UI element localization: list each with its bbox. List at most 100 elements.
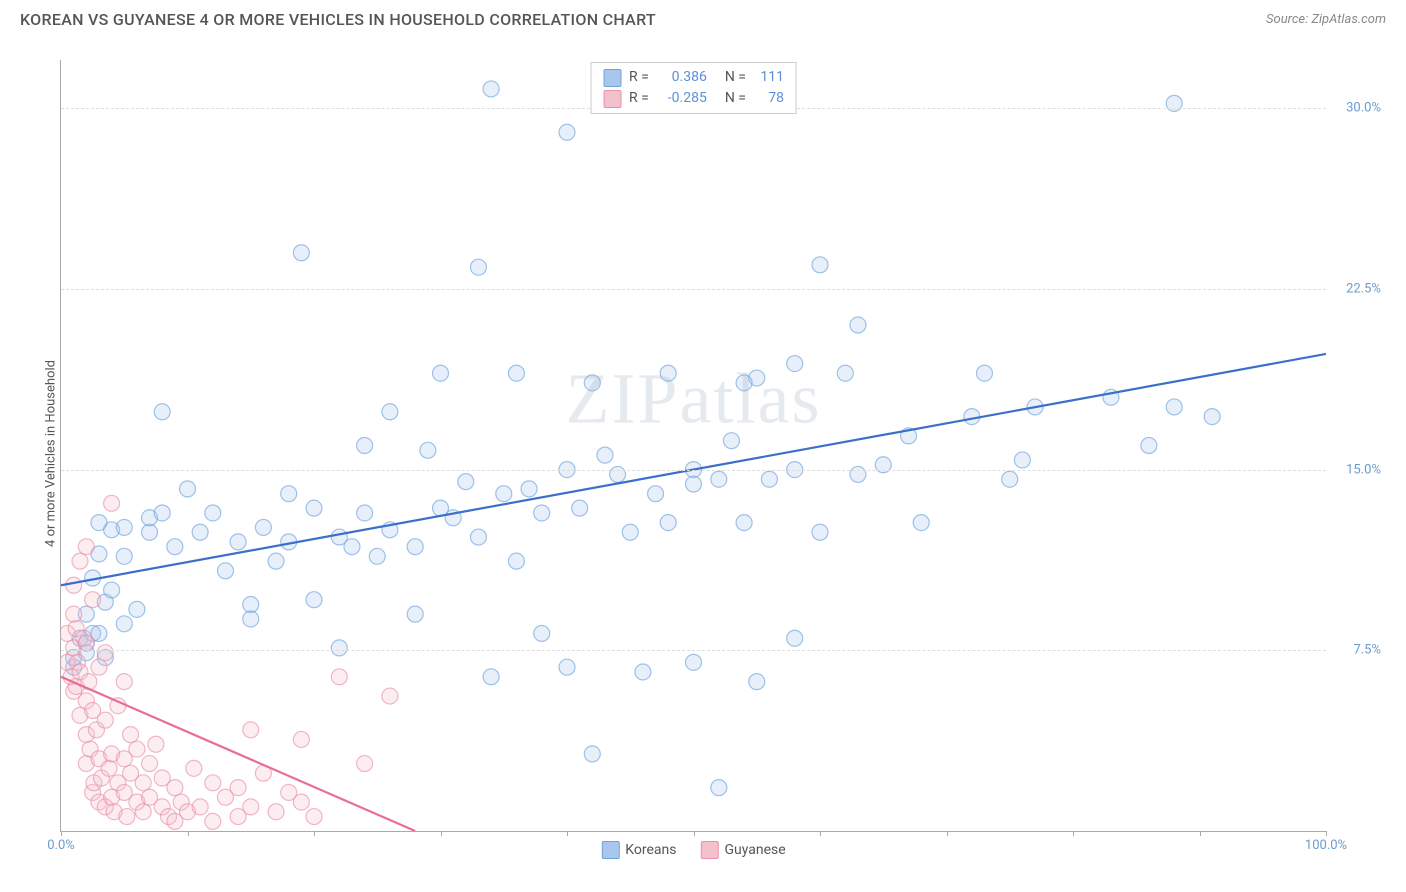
scatter-point (433, 500, 449, 516)
scatter-point (1002, 471, 1018, 487)
scatter-point (470, 259, 486, 275)
scatter-point (91, 546, 107, 562)
scatter-point (255, 765, 271, 781)
scatter-point (723, 433, 739, 449)
scatter-layer (61, 60, 1326, 831)
x-tick-mark (1200, 831, 1201, 836)
scatter-point (850, 317, 866, 333)
scatter-point (142, 756, 158, 772)
scatter-point (736, 375, 752, 391)
stat-n-label: N = (725, 88, 746, 109)
scatter-point (68, 621, 84, 637)
trend-line (61, 677, 415, 831)
scatter-point (964, 409, 980, 425)
scatter-point (91, 751, 107, 767)
x-tick-label: 0.0% (47, 838, 75, 853)
scatter-point (243, 799, 259, 815)
x-tick-mark (1073, 831, 1074, 836)
scatter-point (97, 650, 113, 666)
scatter-point (85, 784, 101, 800)
scatter-point (81, 674, 97, 690)
scatter-point (976, 365, 992, 381)
scatter-point (180, 481, 196, 497)
x-tick-mark (567, 831, 568, 836)
scatter-point (255, 519, 271, 535)
scatter-point (123, 765, 139, 781)
scatter-point (787, 356, 803, 372)
scatter-point (1204, 409, 1220, 425)
scatter-point (78, 756, 94, 772)
scatter-point (97, 712, 113, 728)
scatter-point (913, 515, 929, 531)
scatter-point (78, 645, 94, 661)
scatter-point (104, 746, 120, 762)
x-tick-mark (1326, 831, 1327, 836)
scatter-point (749, 674, 765, 690)
scatter-point (104, 789, 120, 805)
scatter-point (1014, 452, 1030, 468)
x-tick-mark (694, 831, 695, 836)
x-tick-mark (820, 831, 821, 836)
scatter-point (445, 510, 461, 526)
scatter-point (167, 813, 183, 829)
scatter-point (268, 553, 284, 569)
scatter-point (559, 124, 575, 140)
scatter-point (135, 804, 151, 820)
scatter-point (88, 722, 104, 738)
scatter-point (508, 365, 524, 381)
scatter-point (205, 813, 221, 829)
scatter-point (230, 534, 246, 550)
legend-label: Koreans (625, 842, 676, 858)
scatter-point (78, 635, 94, 651)
scatter-point (331, 669, 347, 685)
scatter-point (78, 727, 94, 743)
scatter-point (167, 780, 183, 796)
scatter-point (812, 257, 828, 273)
gridline-h (61, 650, 1326, 651)
stat-r-value: -0.285 (657, 88, 707, 109)
stat-r-label: R = (629, 88, 649, 109)
scatter-point (622, 524, 638, 540)
y-tick-label: 7.5% (1353, 643, 1381, 658)
scatter-point (217, 563, 233, 579)
scatter-point (93, 770, 109, 786)
scatter-point (129, 794, 145, 810)
scatter-point (123, 727, 139, 743)
scatter-point (230, 809, 246, 825)
scatter-point (116, 751, 132, 767)
scatter-point (78, 606, 94, 622)
scatter-point (205, 775, 221, 791)
scatter-point (344, 539, 360, 555)
scatter-point (106, 804, 122, 820)
scatter-point (382, 404, 398, 420)
y-tick-label: 22.5% (1346, 281, 1381, 296)
scatter-point (572, 500, 588, 516)
scatter-point (1141, 438, 1157, 454)
stats-legend-box: R = 0.386 N = 111 R = -0.285 N = 78 (590, 62, 797, 114)
scatter-point (85, 625, 101, 641)
y-tick-label: 30.0% (1346, 101, 1381, 116)
legend-swatch (603, 69, 621, 87)
scatter-point (217, 789, 233, 805)
x-tick-mark (441, 831, 442, 836)
scatter-point (711, 471, 727, 487)
scatter-point (559, 659, 575, 675)
y-tick-label: 15.0% (1346, 462, 1381, 477)
scatter-point (66, 606, 82, 622)
scatter-point (711, 780, 727, 796)
scatter-point (243, 611, 259, 627)
stat-n-value: 78 (754, 88, 784, 109)
scatter-point (116, 784, 132, 800)
scatter-point (119, 809, 135, 825)
scatter-point (243, 597, 259, 613)
x-tick-mark (188, 831, 189, 836)
scatter-point (69, 654, 85, 670)
scatter-point (116, 519, 132, 535)
scatter-point (369, 548, 385, 564)
scatter-point (1103, 389, 1119, 405)
y-axis-label: 4 or more Vehicles in Household (44, 360, 59, 547)
scatter-point (104, 495, 120, 511)
scatter-point (66, 640, 82, 656)
scatter-point (660, 365, 676, 381)
scatter-point (230, 780, 246, 796)
